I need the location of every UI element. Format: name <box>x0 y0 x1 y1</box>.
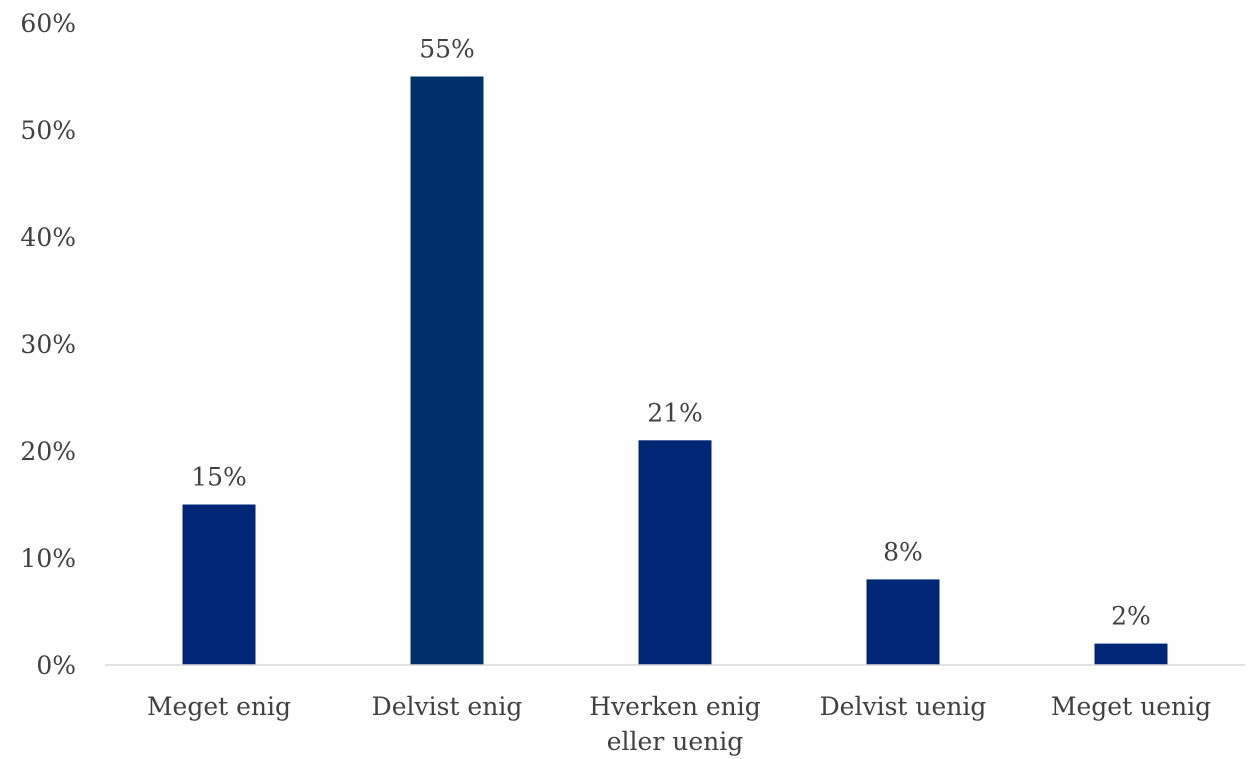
bar <box>866 579 940 665</box>
data-labels: 15% 55% 21% 8% 2% <box>191 35 1151 631</box>
x-tick-label: Meget uenig <box>1051 692 1211 721</box>
y-tick-label: 20% <box>20 437 76 466</box>
bars <box>182 76 1168 665</box>
y-tick-label: 30% <box>20 330 76 359</box>
x-tick-label: Delvist uenig <box>820 692 987 721</box>
x-tick-label: Meget enig <box>147 692 291 721</box>
bar <box>182 504 256 665</box>
data-label: 21% <box>647 398 703 427</box>
bar <box>638 440 712 665</box>
y-tick-label: 40% <box>20 223 76 252</box>
x-tick-label: Hverken enig eller uenig <box>589 692 761 756</box>
x-axis: Meget enig Delvist enig Hverken enig eller … <box>147 692 1211 756</box>
y-tick-label: 50% <box>20 116 76 145</box>
x-tick-label: Delvist enig <box>372 692 523 721</box>
bar <box>410 76 484 665</box>
y-tick-label: 0% <box>36 651 76 680</box>
bar <box>1094 643 1168 665</box>
data-label: 55% <box>419 35 475 64</box>
data-label: 8% <box>883 537 923 566</box>
data-label: 15% <box>191 463 247 492</box>
y-tick-label: 10% <box>20 544 76 573</box>
y-axis: 0% 10% 20% 30% 40% 50% 60% <box>20 9 76 680</box>
y-tick-label: 60% <box>20 9 76 38</box>
data-label: 2% <box>1111 602 1151 631</box>
